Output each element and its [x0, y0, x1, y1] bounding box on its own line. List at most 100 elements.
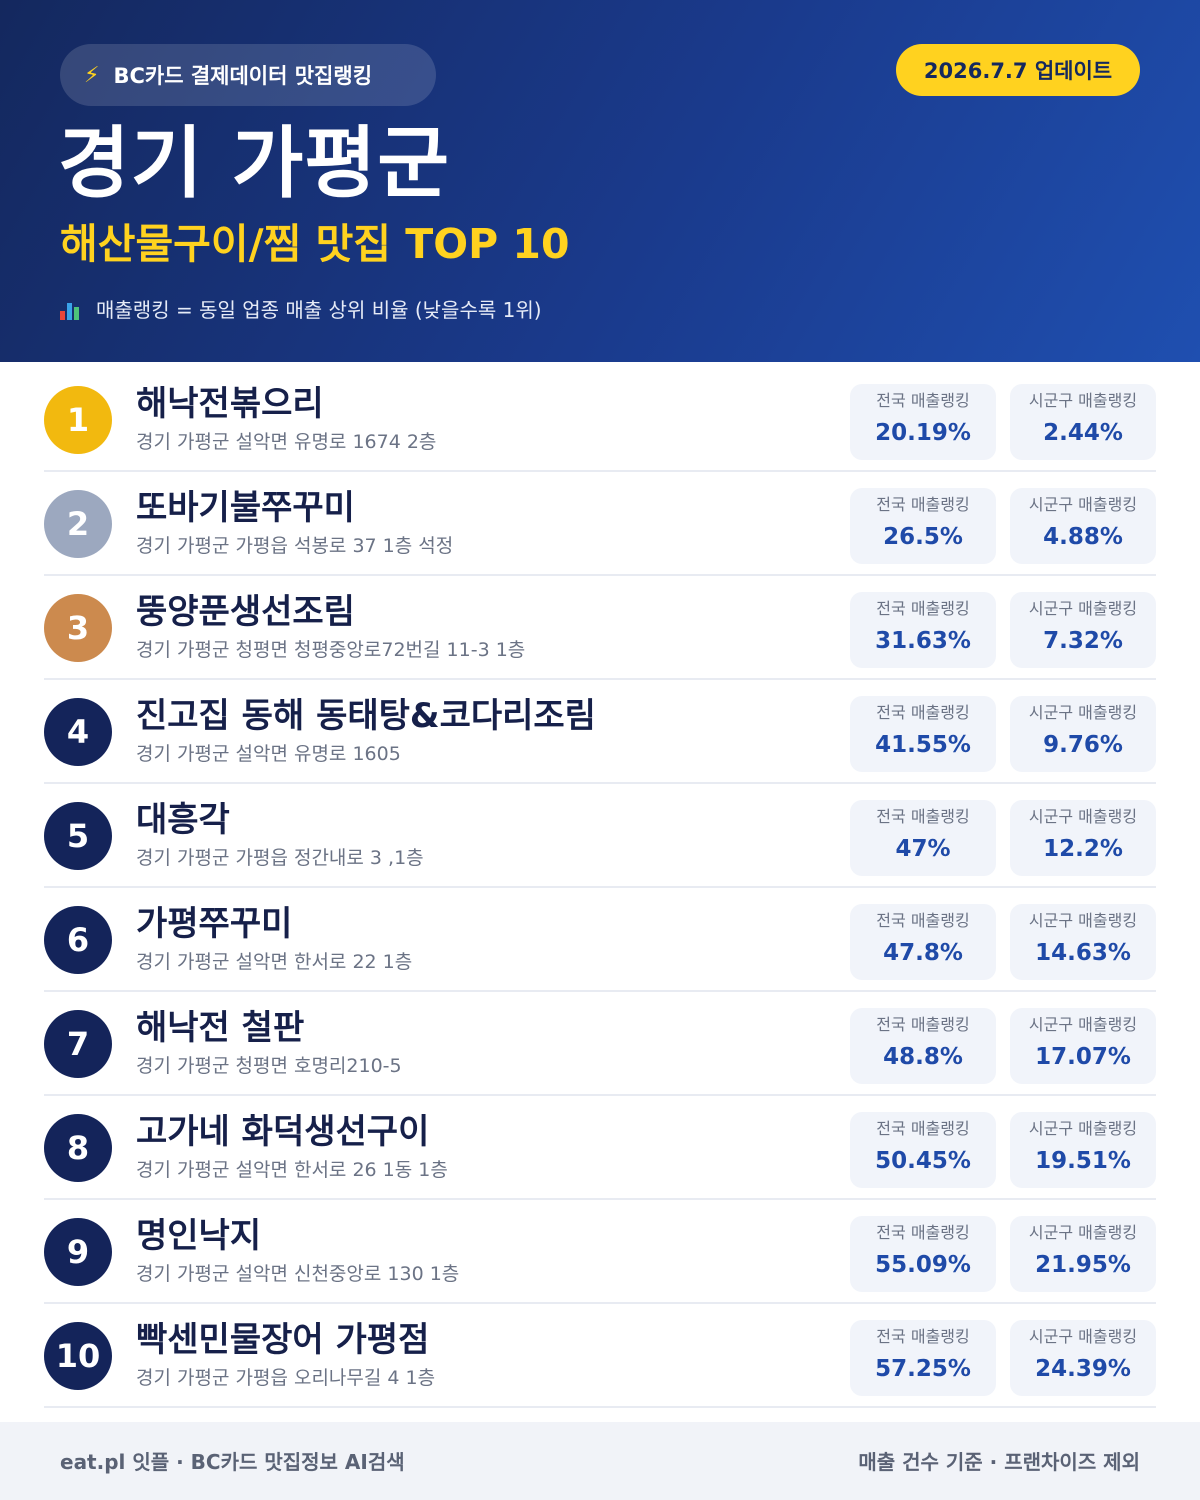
ranking-list: 1 해낙전볶으리 경기 가평군 설악면 유명로 1674 2층 전국 매출랭킹 20.1… [44, 368, 1156, 1408]
rank-badge: 9 [44, 1218, 112, 1286]
lightning-icon: ⚡ [84, 62, 100, 88]
local-ranking-label: 시군구 매출랭킹 [1028, 1327, 1138, 1346]
restaurant-name[interactable]: 가평쭈꾸미 [136, 904, 293, 944]
restaurant-address: 경기 가평군 청평면 청평중앙로72번길 11-3 1층 [136, 639, 526, 661]
national-ranking-label: 전국 매출랭킹 [876, 1119, 970, 1138]
restaurant-name[interactable]: 또바기불쭈꾸미 [136, 488, 355, 528]
national-ranking-value: 20.19% [875, 420, 971, 446]
restaurant-name[interactable]: 대흥각 [136, 800, 230, 840]
restaurant-address: 경기 가평군 가평읍 석봉로 37 1층 석정 [136, 535, 454, 557]
national-ranking-value: 41.55% [875, 732, 971, 758]
national-ranking-label: 전국 매출랭킹 [876, 1327, 970, 1346]
national-ranking-label: 전국 매출랭킹 [876, 703, 970, 722]
national-ranking-label: 전국 매출랭킹 [876, 911, 970, 930]
national-ranking-card: 전국 매출랭킹 47% [850, 800, 996, 876]
restaurant-name[interactable]: 해낙전 철판 [136, 1008, 305, 1048]
ranking-note: 매출랭킹 = 동일 업종 매출 상위 비율 (낮을수록 1위) [60, 294, 542, 326]
restaurant-address: 경기 가평군 가평읍 정간내로 3 ,1층 [136, 847, 424, 869]
restaurant-name[interactable]: 명인낙지 [136, 1216, 262, 1256]
national-ranking-card: 전국 매출랭킹 50.45% [850, 1112, 996, 1188]
bar-chart-icon [60, 300, 82, 320]
local-ranking-label: 시군구 매출랭킹 [1028, 599, 1138, 618]
ranking-note-text: 매출랭킹 = 동일 업종 매출 상위 비율 (낮을수록 1위) [96, 298, 542, 322]
header-banner: ⚡ BC카드 결제데이터 맛집랭킹 2026.7.7 업데이트 경기 가평군 해… [0, 0, 1200, 362]
local-ranking-card: 시군구 매출랭킹 4.88% [1010, 488, 1156, 564]
local-ranking-card: 시군구 매출랭킹 7.32% [1010, 592, 1156, 668]
restaurant-address: 경기 가평군 설악면 한서로 26 1동 1층 [136, 1159, 448, 1181]
source-label: BC카드 결제데이터 맛집랭킹 [113, 64, 373, 88]
restaurant-address: 경기 가평군 설악면 유명로 1605 [136, 743, 401, 765]
rank-badge: 2 [44, 490, 112, 558]
restaurant-name[interactable]: 고가네 화덕생선구이 [136, 1112, 430, 1152]
national-ranking-card: 전국 매출랭킹 41.55% [850, 696, 996, 772]
local-ranking-label: 시군구 매출랭킹 [1028, 495, 1138, 514]
national-ranking-value: 47% [895, 836, 951, 862]
national-ranking-card: 전국 매출랭킹 47.8% [850, 904, 996, 980]
national-ranking-value: 55.09% [875, 1252, 971, 1278]
local-ranking-label: 시군구 매출랭킹 [1028, 1015, 1138, 1034]
restaurant-address: 경기 가평군 설악면 한서로 22 1층 [136, 951, 413, 973]
restaurant-address: 경기 가평군 설악면 신천중앙로 130 1층 [136, 1263, 460, 1285]
restaurant-name[interactable]: 해낙전볶으리 [136, 384, 324, 424]
national-ranking-card: 전국 매출랭킹 55.09% [850, 1216, 996, 1292]
rank-badge: 6 [44, 906, 112, 974]
national-ranking-value: 26.5% [883, 524, 963, 550]
national-ranking-value: 57.25% [875, 1356, 971, 1382]
national-ranking-value: 31.63% [875, 628, 971, 654]
national-ranking-label: 전국 매출랭킹 [876, 807, 970, 826]
national-ranking-label: 전국 매출랭킹 [876, 391, 970, 410]
local-ranking-value: 2.44% [1043, 420, 1123, 446]
national-ranking-label: 전국 매출랭킹 [876, 1223, 970, 1242]
footer-criteria: 매출 건수 기준 · 프랜차이즈 제외 [858, 1450, 1140, 1474]
local-ranking-label: 시군구 매출랭킹 [1028, 703, 1138, 722]
local-ranking-label: 시군구 매출랭킹 [1028, 807, 1138, 826]
local-ranking-value: 24.39% [1035, 1356, 1131, 1382]
local-ranking-value: 4.88% [1043, 524, 1123, 550]
local-ranking-label: 시군구 매출랭킹 [1028, 1119, 1138, 1138]
national-ranking-card: 전국 매출랭킹 48.8% [850, 1008, 996, 1084]
rank-badge: 4 [44, 698, 112, 766]
local-ranking-value: 7.32% [1043, 628, 1123, 654]
restaurant-address: 경기 가평군 설악면 유명로 1674 2층 [136, 431, 437, 453]
local-ranking-card: 시군구 매출랭킹 14.63% [1010, 904, 1156, 980]
footer: eat.pl 잇플 · BC카드 맛집정보 AI검색 매출 건수 기준 · 프랜… [0, 1422, 1200, 1500]
national-ranking-value: 48.8% [883, 1044, 963, 1070]
local-ranking-card: 시군구 매출랭킹 9.76% [1010, 696, 1156, 772]
local-ranking-value: 9.76% [1043, 732, 1123, 758]
rank-badge: 8 [44, 1114, 112, 1182]
rank-badge: 1 [44, 386, 112, 454]
national-ranking-value: 50.45% [875, 1148, 971, 1174]
footer-credit: eat.pl 잇플 · BC카드 맛집정보 AI검색 [60, 1450, 405, 1474]
rank-badge: 7 [44, 1010, 112, 1078]
source-pill: ⚡ BC카드 결제데이터 맛집랭킹 [60, 44, 436, 106]
restaurant-name[interactable]: 뚱양푼생선조림 [136, 592, 355, 632]
restaurant-address: 경기 가평군 청평면 호명리210-5 [136, 1055, 402, 1077]
list-item[interactable]: 3 뚱양푼생선조림 경기 가평군 청평면 청평중앙로72번길 11-3 1층 전국 매… [44, 576, 1156, 680]
local-ranking-card: 시군구 매출랭킹 2.44% [1010, 384, 1156, 460]
local-ranking-card: 시군구 매출랭킹 12.2% [1010, 800, 1156, 876]
local-ranking-value: 12.2% [1043, 836, 1123, 862]
local-ranking-label: 시군구 매출랭킹 [1028, 391, 1138, 410]
national-ranking-label: 전국 매출랭킹 [876, 495, 970, 514]
restaurant-name[interactable]: 빡센민물장어 가평점 [136, 1320, 430, 1360]
rank-badge: 10 [44, 1322, 112, 1390]
national-ranking-label: 전국 매출랭킹 [876, 1015, 970, 1034]
local-ranking-value: 14.63% [1035, 940, 1131, 966]
local-ranking-card: 시군구 매출랭킹 21.95% [1010, 1216, 1156, 1292]
national-ranking-card: 전국 매출랭킹 26.5% [850, 488, 996, 564]
page-subtitle: 해산물구이/찜 맛집 TOP 10 [60, 220, 570, 268]
local-ranking-card: 시군구 매출랭킹 17.07% [1010, 1008, 1156, 1084]
local-ranking-value: 21.95% [1035, 1252, 1131, 1278]
restaurant-address: 경기 가평군 가평읍 오리나무길 4 1층 [136, 1367, 436, 1389]
rank-badge: 5 [44, 802, 112, 870]
restaurant-name[interactable]: 진고집 동해 동태탕&코다리조림 [136, 696, 596, 736]
